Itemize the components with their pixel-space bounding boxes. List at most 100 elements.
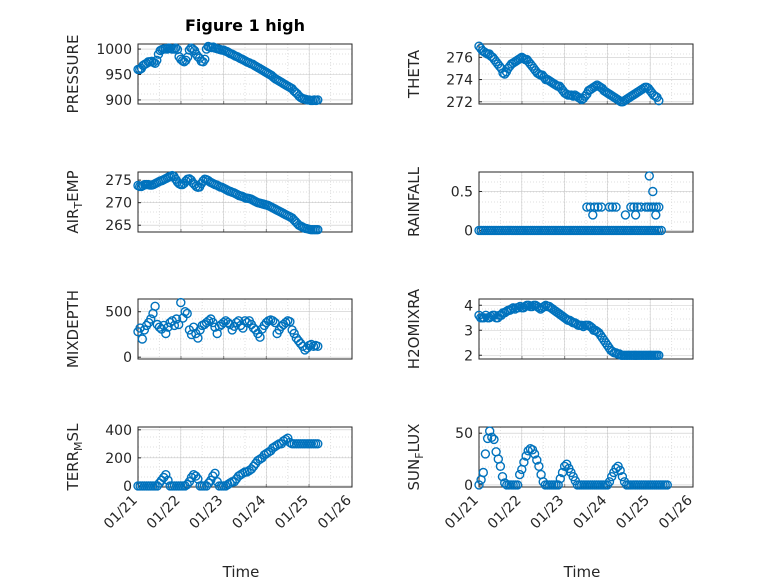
y-axis-label-subscript: M — [72, 441, 85, 451]
data-point — [169, 320, 180, 331]
data-point — [313, 341, 323, 351]
y-axis-label-subscript: F — [413, 452, 426, 458]
data-point — [539, 301, 549, 312]
data-point — [521, 451, 531, 461]
data-point — [654, 225, 664, 236]
data-point — [651, 210, 661, 220]
data-point — [182, 479, 192, 490]
y-tick-label: 276 — [446, 50, 473, 66]
y-tick-label: 272 — [446, 95, 473, 111]
data-point — [139, 325, 150, 335]
data-point — [485, 426, 495, 436]
data-point — [285, 437, 295, 448]
data-point — [474, 480, 484, 490]
y-axis-label-part: THETA — [405, 49, 423, 99]
data-point — [617, 472, 628, 482]
y-axis-label: TERRMSL — [64, 423, 85, 492]
y-tick-label: 0 — [464, 223, 473, 239]
y-axis-label-part: LUX — [405, 424, 423, 453]
y-axis-label-part: H2OMIXRA — [405, 288, 423, 369]
axes-frame — [137, 171, 353, 233]
data-point — [604, 202, 615, 212]
y-tick-label: 1000 — [96, 42, 132, 58]
data-point — [630, 210, 641, 220]
y-tick-label: 0 — [123, 479, 132, 495]
y-axis-label: AIRTEMP — [64, 170, 85, 233]
y-axis-label-part: SL — [64, 423, 82, 442]
y-axis-label: H2OMIXRA — [405, 288, 423, 369]
data-point — [161, 328, 171, 339]
axes-frame — [137, 298, 353, 360]
data-point — [500, 478, 510, 488]
subplot-3: 265 270 275 AIRTEMP — [64, 170, 353, 235]
subplot-6: 2 3 4 H2OMIXRA — [405, 288, 694, 369]
data-point — [186, 472, 197, 483]
data-point — [313, 439, 323, 449]
subplot-2: 272 274 276 THETA — [405, 41, 694, 111]
data-point — [497, 472, 508, 482]
y-tick-label: 500 — [105, 305, 132, 321]
data-point — [180, 307, 190, 317]
data-point — [272, 440, 282, 450]
data-point — [626, 202, 636, 212]
data-point — [193, 333, 203, 343]
y-tick-label: 950 — [105, 68, 132, 84]
subplot-1: 900 950 1000 PRESSURE — [64, 35, 353, 114]
data-point — [489, 434, 499, 445]
y-tick-label: 2 — [464, 348, 473, 364]
x-axis-label: Time — [222, 563, 260, 581]
data-point — [218, 317, 229, 328]
data-point — [480, 449, 491, 459]
data-point — [152, 55, 162, 65]
data-point — [512, 480, 523, 490]
figure-title: Figure 1 high — [185, 16, 305, 35]
data-point — [233, 316, 244, 326]
data-point — [137, 334, 148, 344]
data-point — [656, 225, 666, 236]
axes-frame — [478, 426, 694, 488]
data-point — [289, 328, 299, 339]
y-tick-label: 400 — [105, 423, 132, 439]
data-point — [200, 54, 210, 64]
data-point — [225, 478, 235, 488]
data-point — [203, 316, 214, 326]
y-tick-label: 50 — [455, 426, 473, 442]
data-point — [281, 317, 291, 328]
data-point — [191, 471, 201, 481]
y-tick-label: 0 — [464, 478, 473, 494]
data-point — [225, 319, 235, 330]
y-axis-label-part: EMP — [64, 170, 82, 201]
y-axis-label: PRESSURE — [64, 35, 82, 114]
y-axis-label-part: SUN — [405, 459, 423, 491]
y-tick-label: 200 — [105, 451, 132, 467]
data-point — [620, 210, 631, 220]
data-point — [644, 171, 654, 181]
data-point — [203, 478, 214, 488]
data-point — [295, 338, 306, 349]
data-point — [515, 469, 525, 480]
data-point — [210, 468, 220, 478]
data-point — [662, 480, 672, 490]
data-point — [242, 317, 252, 328]
y-axis-label: MIXDEPTH — [64, 290, 82, 368]
data-point — [479, 313, 489, 323]
x-axis-label: Time — [563, 563, 601, 581]
data-point — [519, 457, 529, 467]
data-point — [150, 301, 160, 311]
axes-frame — [478, 298, 694, 360]
y-axis-label-subscript: T — [72, 202, 85, 210]
data-point — [615, 465, 625, 476]
y-axis-label-part: PRESSURE — [64, 35, 82, 114]
y-tick-label: 4 — [464, 298, 473, 314]
data-point — [182, 308, 192, 319]
y-tick-label: 265 — [105, 218, 132, 234]
data-point — [285, 317, 295, 327]
data-point — [604, 477, 615, 487]
y-axis-label: RAINFALL — [405, 166, 423, 237]
y-axis-label-part: MIXDEPTH — [64, 290, 82, 368]
subplot-5: 0 500 MIXDEPTH — [64, 290, 353, 368]
data-point — [577, 320, 587, 330]
data-point — [611, 202, 621, 212]
data-point — [513, 303, 524, 313]
